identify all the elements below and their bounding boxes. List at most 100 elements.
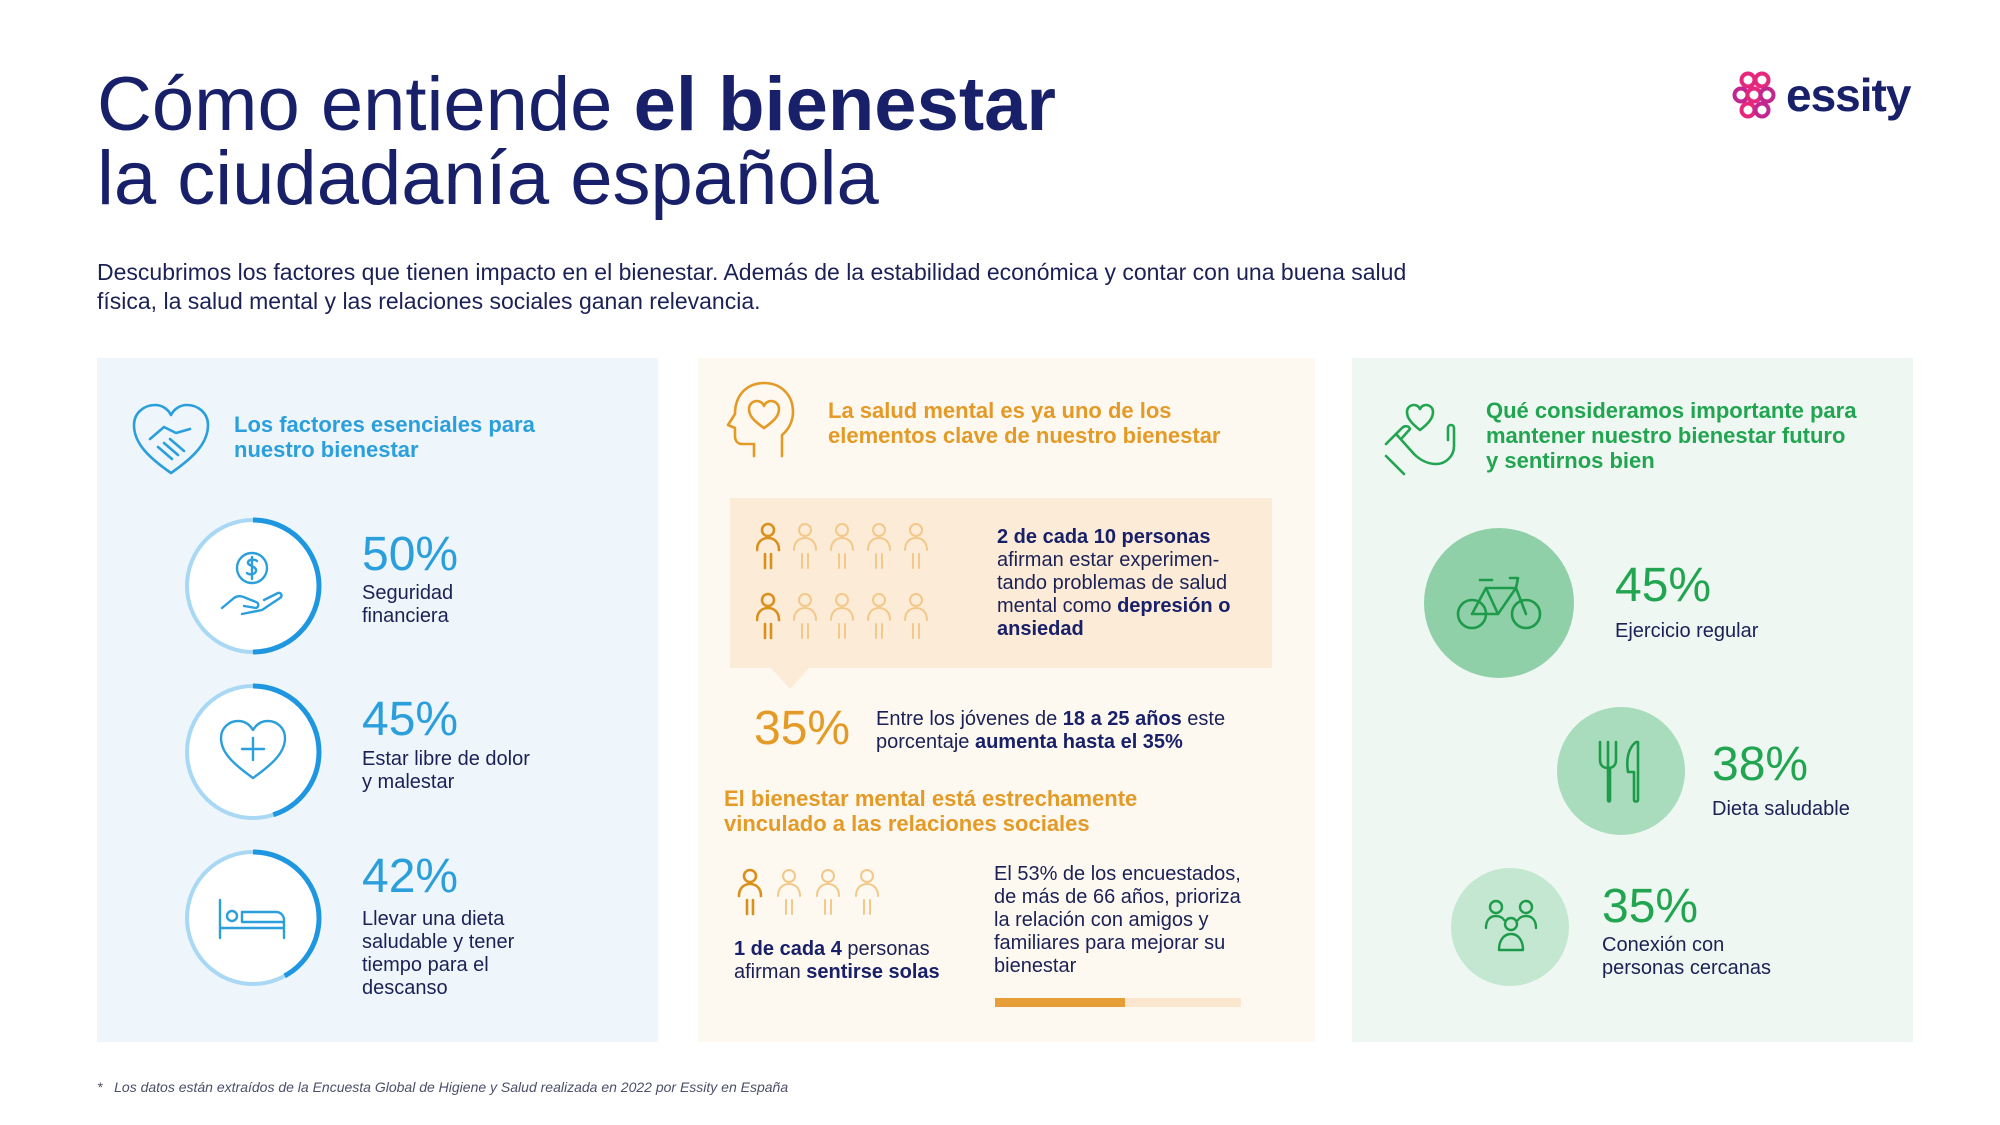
panel-mental-health bbox=[698, 358, 1315, 1042]
title-line1-bold: el bienestar bbox=[633, 62, 1056, 147]
person-icon bbox=[830, 593, 854, 639]
connection-circle bbox=[1451, 868, 1569, 986]
factor1-percent: 50% bbox=[362, 528, 459, 581]
connection-label-line1: Conexión con bbox=[1602, 934, 1725, 956]
heart-handshake-icon bbox=[132, 403, 210, 475]
mental-stat-line5-bold: ansiedad bbox=[997, 618, 1084, 640]
older-line3: la relación con amigos y bbox=[994, 909, 1209, 931]
head-heart-icon bbox=[726, 381, 795, 458]
exercise-circle bbox=[1424, 528, 1574, 678]
factor-ring-3 bbox=[184, 849, 322, 987]
panel2-subheading-line1: El bienestar mental está estrechamente bbox=[724, 786, 1138, 811]
connection-percent: 35% bbox=[1602, 880, 1699, 933]
factor-ring-arc bbox=[184, 849, 322, 987]
person-icon bbox=[904, 593, 928, 639]
panel3-heading: Qué consideramos importante para mantene… bbox=[1486, 398, 1856, 473]
older-line5: bienestar bbox=[994, 955, 1077, 977]
lonely-text: 1 de cada 4 personas afirman sentirse so… bbox=[734, 938, 940, 984]
older-text: El 53% de los encuestados, de más de 66 … bbox=[994, 863, 1241, 978]
person-icon bbox=[816, 869, 840, 915]
factor2-label-line1: Estar libre de dolor bbox=[362, 748, 530, 770]
people-grid-10 bbox=[756, 522, 928, 640]
connection-label-line2: personas cercanas bbox=[1602, 957, 1771, 979]
youth-text: Entre los jóvenes de 18 a 25 años este p… bbox=[876, 708, 1225, 754]
title-line1-normal: Cómo entiende bbox=[97, 62, 634, 147]
factor1-label-line1: Seguridad bbox=[362, 582, 454, 604]
footnote-marker: * bbox=[97, 1079, 103, 1095]
panel2-heading: La salud mental es ya uno de los element… bbox=[828, 398, 1221, 448]
older-line1: El 53% de los encuestados, bbox=[994, 863, 1241, 885]
diet-percent: 38% bbox=[1712, 738, 1809, 791]
panel1-heading-line2: nuestro bienestar bbox=[234, 437, 419, 462]
person-icon bbox=[904, 523, 928, 569]
intro-text: Descubrimos los factores que tienen impa… bbox=[97, 259, 1407, 314]
factor2-percent: 45% bbox=[362, 693, 459, 746]
money-hand-icon bbox=[220, 551, 283, 616]
youth-line1c: este bbox=[1181, 708, 1226, 730]
connection-label: Conexión con personas cercanas bbox=[1602, 934, 1771, 980]
panel3-heading-line2: mantener nuestro bienestar futuro bbox=[1486, 423, 1846, 448]
factor3-label-line3: tiempo para el bbox=[362, 954, 489, 976]
person-icon bbox=[867, 593, 891, 639]
person-icon bbox=[793, 593, 817, 639]
mental-stat-line4: mental como bbox=[997, 595, 1118, 617]
person-icon bbox=[855, 869, 879, 915]
factor1-label: Seguridad financiera bbox=[362, 582, 453, 628]
youth-line1b: 18 a 25 años bbox=[1062, 708, 1182, 730]
factor-ring-arc bbox=[184, 683, 322, 821]
person-icon bbox=[867, 523, 891, 569]
older-progress-bar bbox=[995, 998, 1241, 1007]
person-icon bbox=[756, 592, 781, 640]
logo-wordmark: essity bbox=[1786, 69, 1911, 121]
lonely-line2-bold: sentirse solas bbox=[806, 961, 940, 983]
essity-logo-mark-icon bbox=[1732, 71, 1776, 119]
lonely-line1: personas bbox=[841, 938, 930, 960]
diet-label: Dieta saludable bbox=[1712, 798, 1850, 820]
panel2-heading-line2: elementos clave de nuestro bienestar bbox=[828, 423, 1221, 448]
panel3-heading-line3: y sentirnos bien bbox=[1486, 448, 1655, 473]
diet-circle bbox=[1557, 707, 1685, 835]
factor3-percent: 42% bbox=[362, 850, 459, 903]
person-icon bbox=[793, 523, 817, 569]
youth-line2b: aumenta hasta el 35% bbox=[974, 731, 1183, 753]
youth-percent: 35% bbox=[754, 702, 851, 755]
mental-stat-lead: 2 de cada 10 personas bbox=[997, 526, 1211, 548]
panel2-subheading-line2: vinculado a las relaciones sociales bbox=[724, 811, 1090, 836]
panel1-heading-line1: Los factores esenciales para bbox=[234, 412, 535, 437]
mental-health-stat-box bbox=[730, 498, 1272, 668]
footnote: * Los datos están extraídos de la Encues… bbox=[97, 1079, 788, 1095]
panel1-heading: Los factores esenciales para nuestro bie… bbox=[234, 412, 535, 462]
mental-stat-line2: afirman estar experimen- bbox=[997, 549, 1220, 571]
factor2-label: Estar libre de dolor y malestar bbox=[362, 748, 530, 794]
panel3-heading-line1: Qué consideramos importante para bbox=[1486, 398, 1857, 423]
older-line4: familiares para mejorar su bbox=[994, 932, 1226, 954]
mental-stat-text: 2 de cada 10 personas afirman estar expe… bbox=[997, 526, 1230, 641]
older-line2: de más de 66 años, prioriza bbox=[994, 886, 1241, 908]
factor3-label-line1: Llevar una dieta bbox=[362, 908, 505, 930]
lonely-line2: afirman bbox=[734, 961, 807, 983]
youth-line1a: Entre los jóvenes de bbox=[876, 708, 1063, 730]
bed-icon bbox=[218, 898, 286, 940]
callout-pointer bbox=[770, 667, 810, 689]
factor2-label-line2: y malestar bbox=[362, 771, 455, 793]
exercise-label: Ejercicio regular bbox=[1615, 620, 1759, 642]
people-row-4 bbox=[737, 868, 879, 916]
exercise-percent: 45% bbox=[1615, 559, 1712, 612]
mental-stat-line3: tando problemas de salud bbox=[997, 572, 1228, 594]
factor-ring-arc bbox=[184, 517, 322, 655]
footnote-text: Los datos están extraídos de la Encuesta… bbox=[114, 1079, 789, 1095]
people-group-icon bbox=[1484, 899, 1538, 952]
factor1-label-line2: financiera bbox=[362, 605, 449, 627]
panel-future-wellbeing bbox=[1352, 358, 1913, 1042]
person-icon bbox=[830, 523, 854, 569]
panel2-heading-line1: La salud mental es ya uno de los bbox=[828, 398, 1172, 423]
heart-in-hand-icon bbox=[1384, 403, 1456, 476]
factor3-label: Llevar una dieta saludable y tener tiemp… bbox=[362, 908, 514, 1000]
essity-logo: essity bbox=[1728, 68, 1928, 122]
bicycle-icon bbox=[1456, 576, 1542, 630]
youth-line2a: porcentaje bbox=[876, 731, 975, 753]
lonely-line1-bold: 1 de cada 4 bbox=[734, 938, 842, 960]
factor3-label-line2: saludable y tener bbox=[362, 931, 515, 953]
person-icon bbox=[737, 868, 763, 916]
factor-ring-1 bbox=[184, 517, 322, 655]
